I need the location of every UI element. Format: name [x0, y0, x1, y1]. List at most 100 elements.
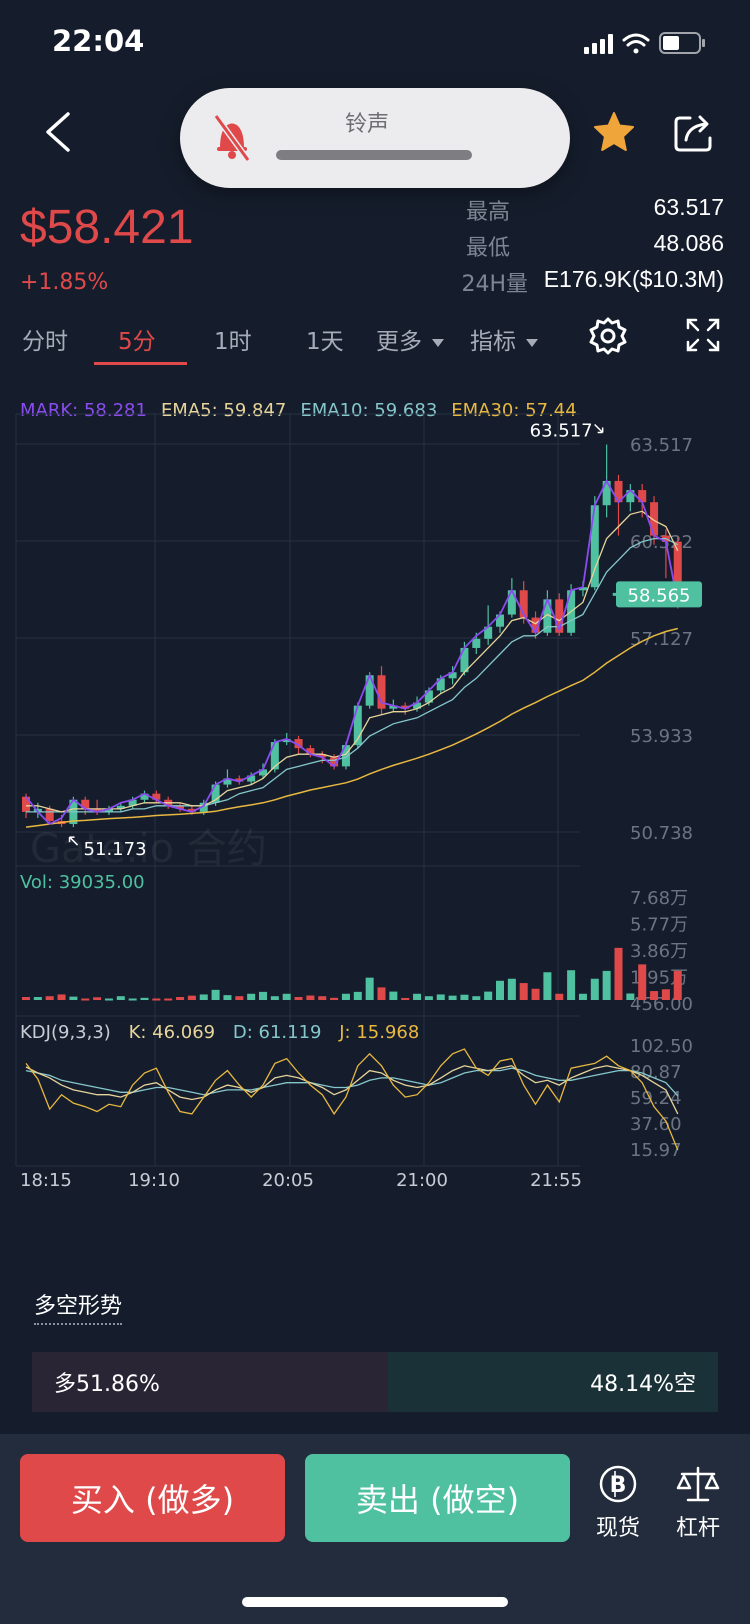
candle-body	[531, 617, 540, 633]
volume-bar	[519, 983, 528, 1000]
candle-body	[590, 505, 599, 588]
volume-axis-label: 7.68万	[630, 888, 688, 909]
fullscreen-icon[interactable]	[686, 318, 720, 352]
volume-bar	[270, 996, 279, 1000]
chart-grid	[15, 413, 580, 1167]
candle-body	[389, 705, 398, 709]
indicator-legend: MARK: 58.281 EMA5: 59.847 EMA10: 59.683 …	[20, 400, 577, 421]
candle-body	[330, 757, 339, 767]
kdj-axis: 102.50 80.87 59.24 37.60 15.97	[630, 1036, 693, 1161]
tab-1hour[interactable]: 1时	[214, 329, 252, 355]
watermark: Gate.io 合约	[30, 826, 267, 872]
tab-more[interactable]: 更多	[376, 322, 444, 356]
candle-body	[413, 702, 422, 709]
kdj-d: D: 61.119	[233, 1022, 322, 1043]
arrow-down-right-icon	[594, 423, 604, 434]
tab-timeshare[interactable]: 分时	[22, 329, 68, 355]
candle-body	[45, 808, 54, 822]
kdj-axis-label: 59.24	[630, 1088, 682, 1109]
kdj-axis-label: 80.87	[630, 1062, 682, 1083]
candle-body	[602, 480, 611, 506]
long-portion: 多51.86%	[32, 1352, 388, 1412]
low-annotation-label: 51.173	[84, 839, 147, 860]
volume-axis-label: 3.86万	[630, 941, 688, 962]
candle-body	[176, 805, 185, 809]
toast-label: 铃声	[345, 112, 390, 137]
candle-body	[128, 799, 137, 806]
wifi-icon	[622, 33, 650, 54]
tab-1day[interactable]: 1天	[306, 329, 344, 355]
candle-body	[543, 599, 552, 633]
candle-body	[341, 745, 350, 767]
volume-bar	[69, 996, 78, 1000]
short-label: 48.14%空	[590, 1372, 696, 1397]
candle-body	[673, 541, 682, 600]
kdj-j: J: 15.968	[338, 1022, 419, 1043]
spot-button[interactable]: B 现货	[588, 1464, 648, 1542]
balance-scale-icon	[676, 1466, 720, 1502]
kdj-k-line	[25, 1065, 679, 1115]
candle-body	[555, 599, 564, 633]
candle-body	[626, 490, 635, 503]
bell-muted-icon	[213, 114, 251, 162]
long-short-title[interactable]: 多空形势	[34, 1288, 123, 1325]
settings-gear-icon[interactable]	[588, 316, 628, 356]
candle-body	[282, 739, 291, 743]
low-annotation: 51.173	[68, 836, 147, 860]
caret-down-icon	[526, 338, 538, 347]
candle-body	[614, 480, 623, 503]
candle-body	[460, 647, 469, 673]
candle-body	[152, 793, 161, 800]
status-time: 22:04	[52, 24, 145, 58]
price-change-percent: +1.85%	[20, 270, 109, 295]
sell-short-button[interactable]: 卖出 (做空)	[305, 1454, 570, 1542]
candle-body	[496, 614, 504, 627]
volume-bar	[650, 991, 659, 1000]
candle-body	[401, 705, 410, 709]
time-axis-label: 18:15	[20, 1170, 72, 1191]
last-price-box	[616, 581, 702, 608]
volume-bar	[152, 998, 161, 1001]
volume-bar	[164, 998, 173, 1001]
volume-bar	[187, 995, 196, 1000]
candle-body	[424, 690, 433, 703]
volume-axis-label: 5.77万	[630, 915, 688, 936]
candle-body	[377, 675, 386, 709]
candle-body	[519, 590, 528, 618]
high-label: 最高	[465, 200, 510, 225]
candle-body	[365, 675, 374, 706]
volume-24h-value: E176.9K($10.3M)	[543, 266, 724, 292]
time-axis-label: 19:10	[128, 1170, 180, 1191]
arrow-up-left-icon	[68, 836, 79, 846]
candle-body	[22, 796, 30, 812]
volume-bar	[389, 991, 398, 1000]
back-arrow-icon[interactable]	[40, 108, 80, 156]
volume-bar	[353, 991, 362, 1000]
low-label: 最低	[465, 236, 510, 261]
price-chart[interactable]: Gate.io 合约 63.51760.32257.12753.93350.73…	[0, 400, 750, 1220]
time-axis: 18:15 19:10 20:05 21:00 21:55	[20, 1170, 582, 1191]
margin-button[interactable]: 杠杆	[668, 1464, 728, 1542]
candle-body	[507, 590, 516, 615]
volume-bar	[401, 997, 410, 1000]
volume-bar	[460, 994, 469, 1000]
tab-5min[interactable]: 5分	[118, 329, 156, 355]
star-icon[interactable]	[592, 110, 636, 154]
home-indicator	[242, 1597, 508, 1607]
volume-bar	[259, 991, 267, 1000]
mark-line	[25, 479, 679, 826]
volume-bar	[104, 998, 113, 1001]
price-axis-label: 53.933	[630, 726, 693, 747]
buy-long-button[interactable]: 买入 (做多)	[20, 1454, 285, 1542]
candle-body	[436, 678, 445, 691]
share-icon[interactable]	[672, 110, 716, 154]
candle-body	[81, 799, 90, 809]
time-axis-label: 21:55	[530, 1170, 582, 1191]
volume-bar	[22, 997, 30, 1000]
volume-bar	[626, 993, 635, 1000]
volume-bar	[531, 988, 540, 1000]
status-icons	[584, 32, 705, 54]
low-value: 48.086	[653, 230, 724, 256]
volume-bar	[140, 997, 149, 1000]
tab-indicators[interactable]: 指标	[470, 322, 538, 356]
